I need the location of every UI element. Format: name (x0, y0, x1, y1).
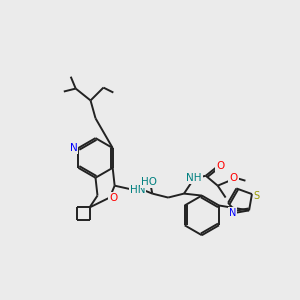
Text: HO: HO (141, 177, 157, 187)
Text: N: N (229, 208, 236, 218)
Text: N: N (70, 143, 77, 153)
Text: O: O (110, 193, 118, 202)
Text: NH: NH (186, 173, 202, 183)
Text: O: O (230, 173, 238, 183)
Text: HN: HN (130, 184, 145, 195)
Text: S: S (254, 191, 260, 201)
Text: O: O (217, 161, 225, 171)
